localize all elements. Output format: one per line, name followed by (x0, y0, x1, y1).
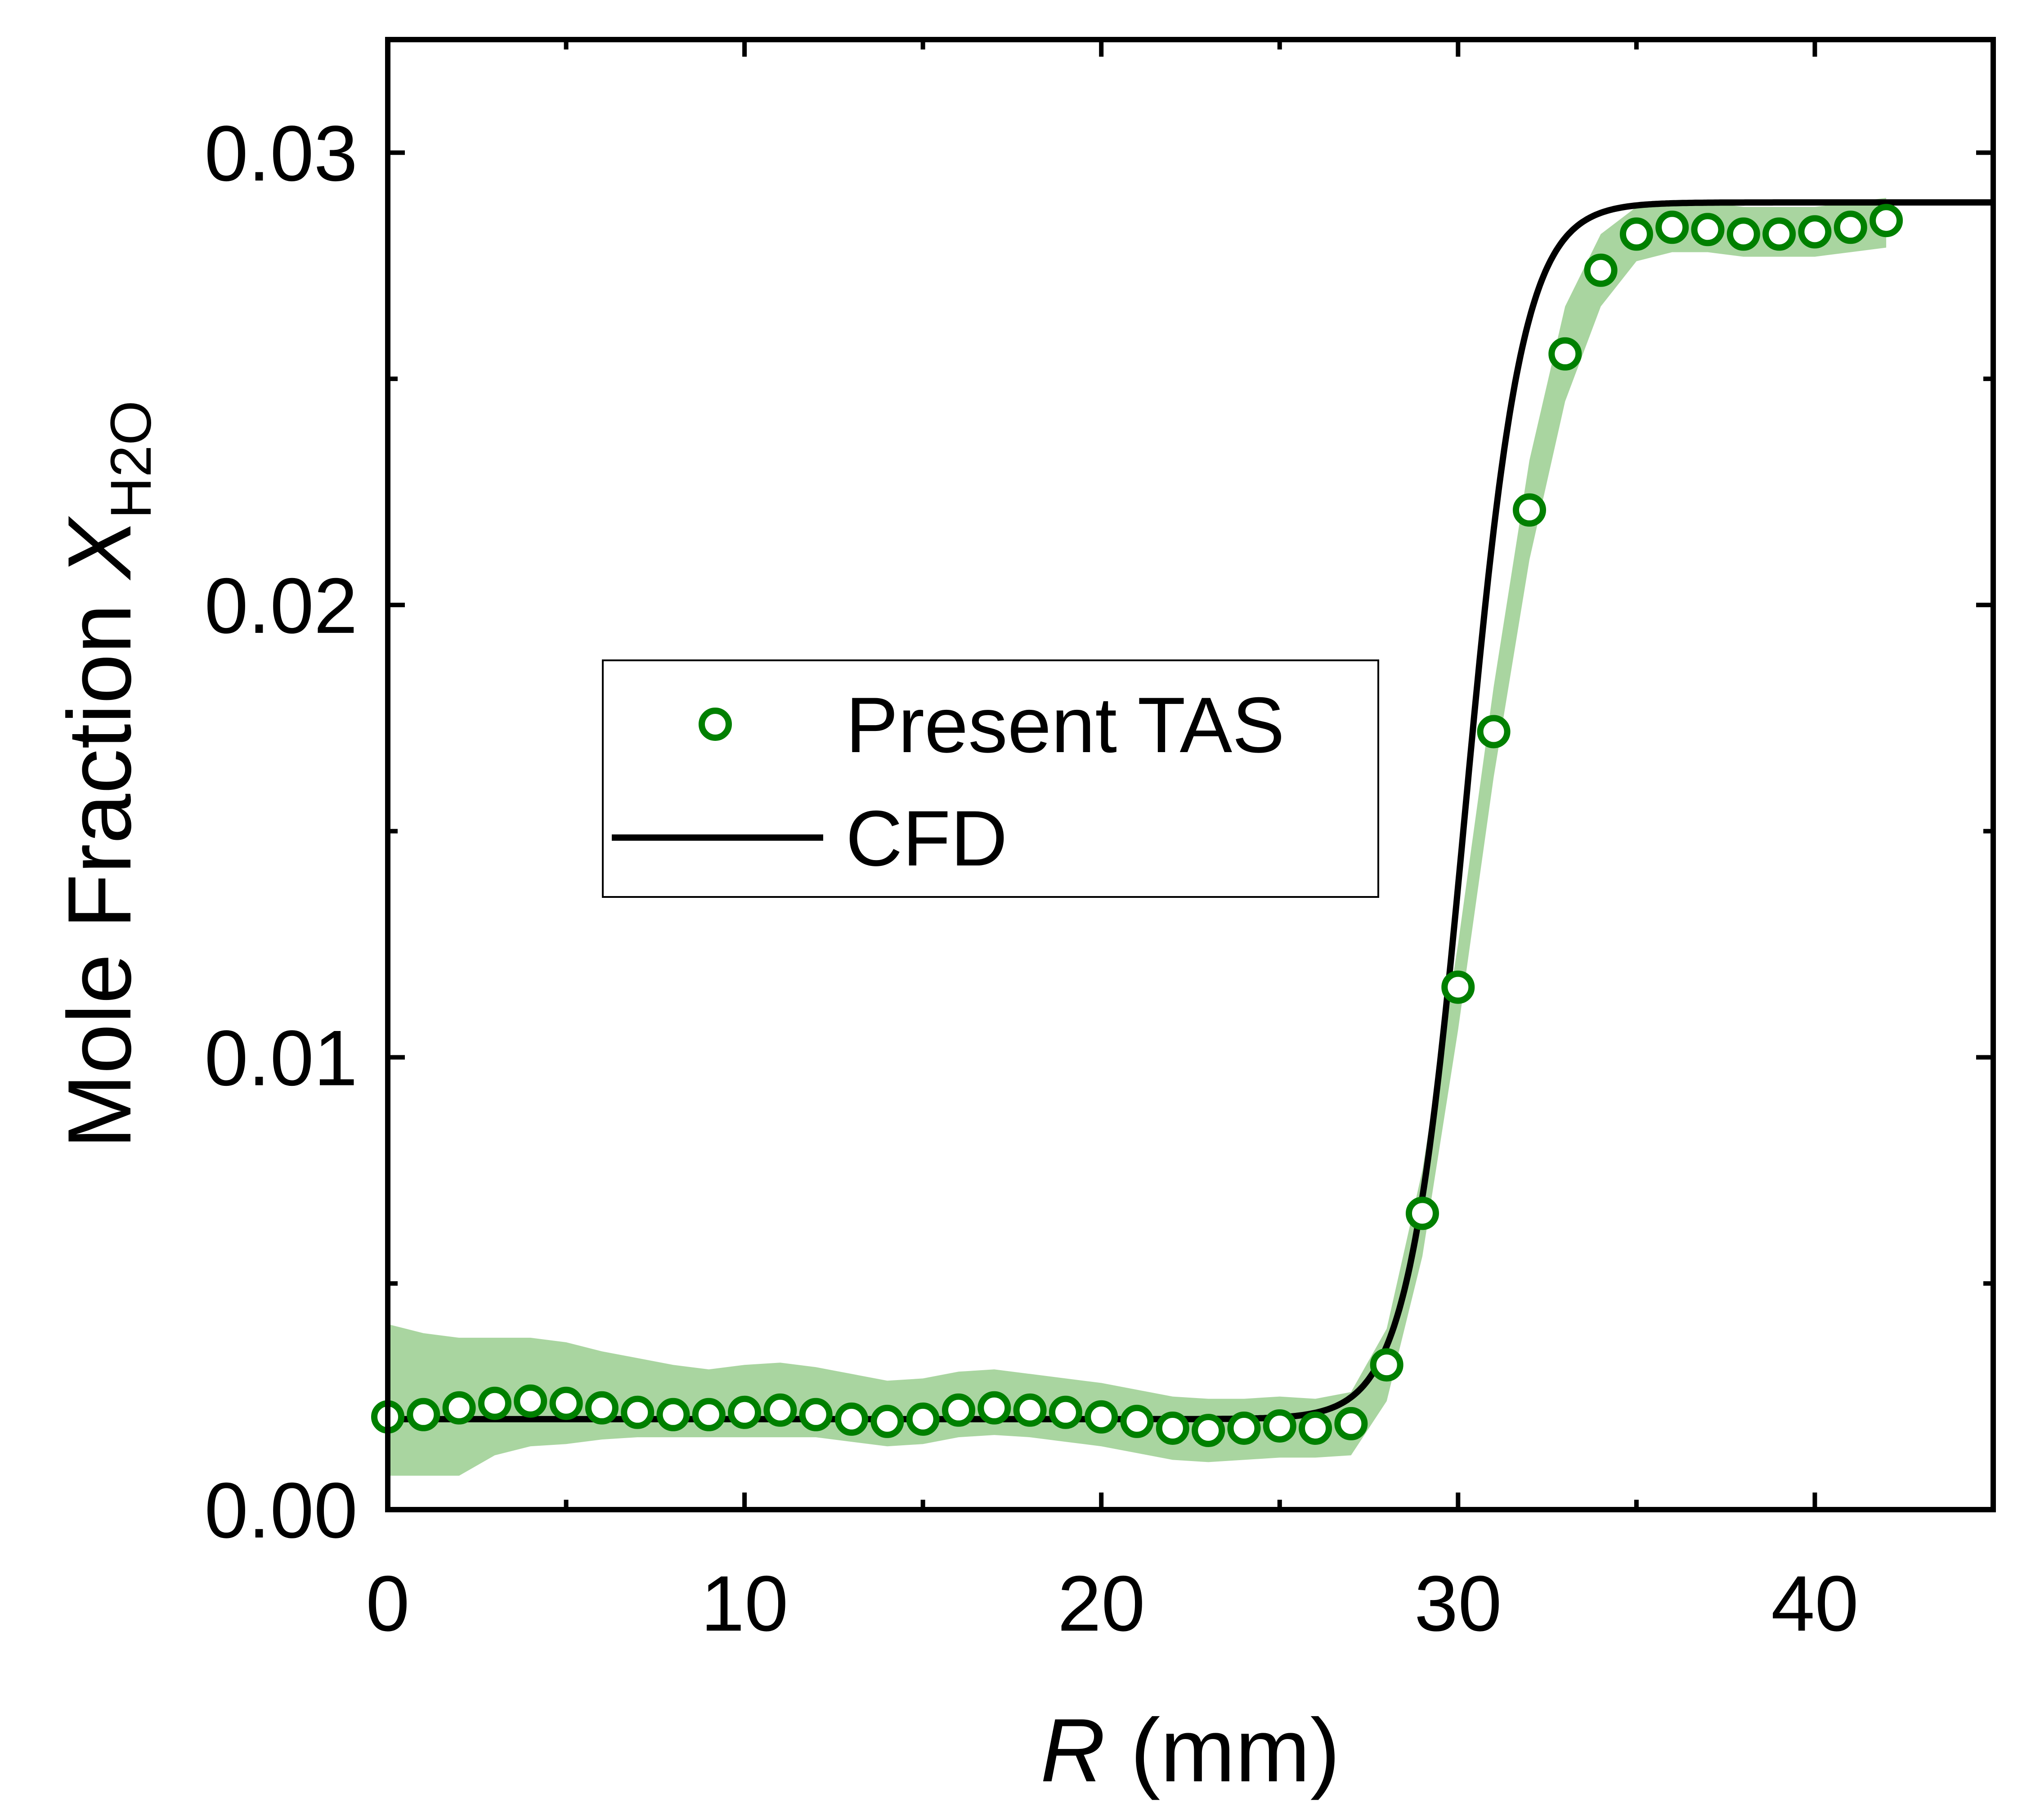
legend-box (602, 659, 1379, 898)
tas-data-point (1834, 211, 1867, 244)
tas-data-point (1120, 1404, 1154, 1438)
x-axis-symbol: R (1040, 1700, 1105, 1801)
y-axis-main: Mole Fraction (49, 579, 150, 1149)
y-axis-symbol: X (49, 516, 150, 581)
legend-tas-marker (699, 708, 732, 741)
x-tick-label: 0 (366, 1560, 409, 1648)
plot-frame (385, 37, 1996, 1512)
tick-layer: 0 10 20 30 40 0.00 0.01 0.02 0.03 (204, 40, 1995, 1648)
tas-data-point (1334, 1407, 1368, 1440)
x-tick-label: 20 (1058, 1560, 1145, 1648)
tas-data-point (1192, 1414, 1225, 1447)
tas-data-point (1441, 970, 1475, 1004)
tas-data-point (1013, 1393, 1047, 1427)
x-axis-unit: (mm) (1105, 1700, 1340, 1801)
tas-data-point (1299, 1412, 1332, 1445)
tas-data-point (1762, 217, 1796, 251)
tas-data-point (549, 1386, 583, 1420)
tas-data-point (1227, 1412, 1261, 1445)
tas-data-point (1049, 1395, 1082, 1429)
x-tick-label: 40 (1771, 1560, 1859, 1648)
tas-data-point (1085, 1400, 1118, 1434)
tas-data-point (514, 1384, 547, 1418)
tas-data-point (942, 1393, 975, 1427)
cfd-line (386, 199, 1995, 1422)
tas-data-point (1691, 213, 1725, 247)
tas-data-point (1477, 715, 1511, 749)
tas-data-point (763, 1393, 797, 1427)
y-tick-label: 0.02 (204, 562, 358, 650)
tas-data-point (621, 1395, 655, 1429)
y-axis-title: Mole Fraction XH2O (49, 400, 163, 1149)
tas-data-point (692, 1398, 726, 1431)
tas-data-point (1798, 215, 1832, 249)
y-tick-label: 0.03 (204, 110, 358, 197)
tas-data-point (478, 1386, 511, 1420)
tas-data-point (1513, 493, 1546, 527)
uncertainty-band-layer (388, 197, 1887, 1476)
x-axis-title: R (mm) (1040, 1700, 1340, 1801)
tas-data-point (906, 1402, 940, 1436)
cfd-line-layer (386, 199, 1995, 1422)
y-axis-subscript: H2O (99, 400, 163, 519)
tas-data-point (1726, 217, 1760, 251)
tas-data-point (407, 1398, 440, 1431)
tas-data-point (656, 1398, 690, 1431)
tas-data-point (585, 1391, 619, 1425)
legend: Present TAS CFD (602, 659, 1379, 898)
legend-cfd-label: CFD (846, 795, 1008, 883)
uncertainty-band (388, 197, 1887, 1476)
tas-data-point (1548, 337, 1582, 371)
tas-data-point (1263, 1409, 1296, 1443)
x-tick-label: 10 (701, 1560, 789, 1648)
x-tick-label: 30 (1414, 1560, 1502, 1648)
tas-data-point (1370, 1348, 1403, 1382)
tas-data-point (728, 1395, 762, 1429)
tas-data-point (1584, 253, 1618, 287)
y-tick-label: 0.01 (204, 1014, 358, 1102)
tas-data-point (835, 1402, 868, 1436)
tas-data-point (977, 1391, 1011, 1425)
y-tick-label: 0.00 (204, 1467, 358, 1555)
tas-data-point (1156, 1412, 1189, 1445)
tas-data-point (1619, 217, 1653, 251)
tas-data-point (1870, 204, 1903, 238)
tas-data-point (870, 1404, 904, 1438)
tas-marker-layer (371, 204, 1903, 1447)
tas-data-point (799, 1398, 833, 1431)
tas-data-point (1655, 211, 1689, 244)
tas-data-point (442, 1391, 476, 1425)
tas-data-point (1406, 1197, 1439, 1230)
legend-tas-label: Present TAS (846, 681, 1285, 769)
